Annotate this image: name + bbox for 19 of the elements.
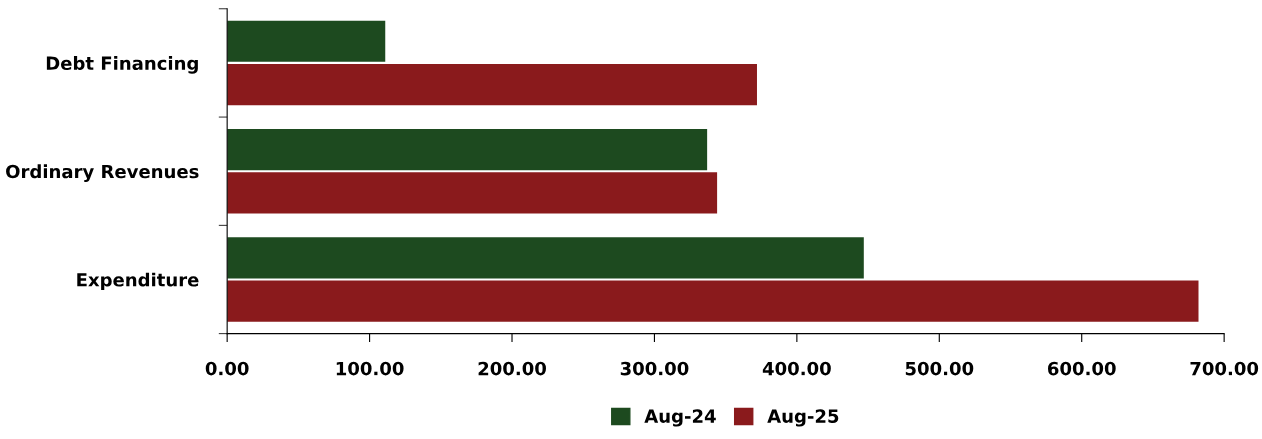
x-tick-label: 100.00 bbox=[336, 361, 404, 376]
bar bbox=[227, 172, 718, 214]
bar bbox=[227, 20, 386, 62]
x-tick-label: 700.00 bbox=[1190, 361, 1259, 376]
bar bbox=[227, 280, 1199, 322]
x-tick-label: 200.00 bbox=[478, 361, 546, 376]
x-tick-label: 0.00 bbox=[205, 361, 249, 376]
legend-label: Aug-24 bbox=[644, 409, 716, 427]
bar bbox=[227, 128, 708, 171]
bar bbox=[227, 237, 864, 279]
x-tick-label: 300.00 bbox=[620, 361, 689, 376]
y-tick-label: Debt Financing bbox=[46, 56, 198, 74]
legend-label: Aug-25 bbox=[767, 409, 839, 427]
y-tick-label: Ordinary Revenues bbox=[6, 164, 199, 182]
y-tick-label: Expenditure bbox=[77, 272, 199, 291]
bar bbox=[227, 64, 757, 106]
x-tick-label: 600.00 bbox=[1048, 361, 1116, 376]
x-tick-label: 400.00 bbox=[762, 361, 831, 376]
x-tick-label: 500.00 bbox=[905, 361, 974, 376]
